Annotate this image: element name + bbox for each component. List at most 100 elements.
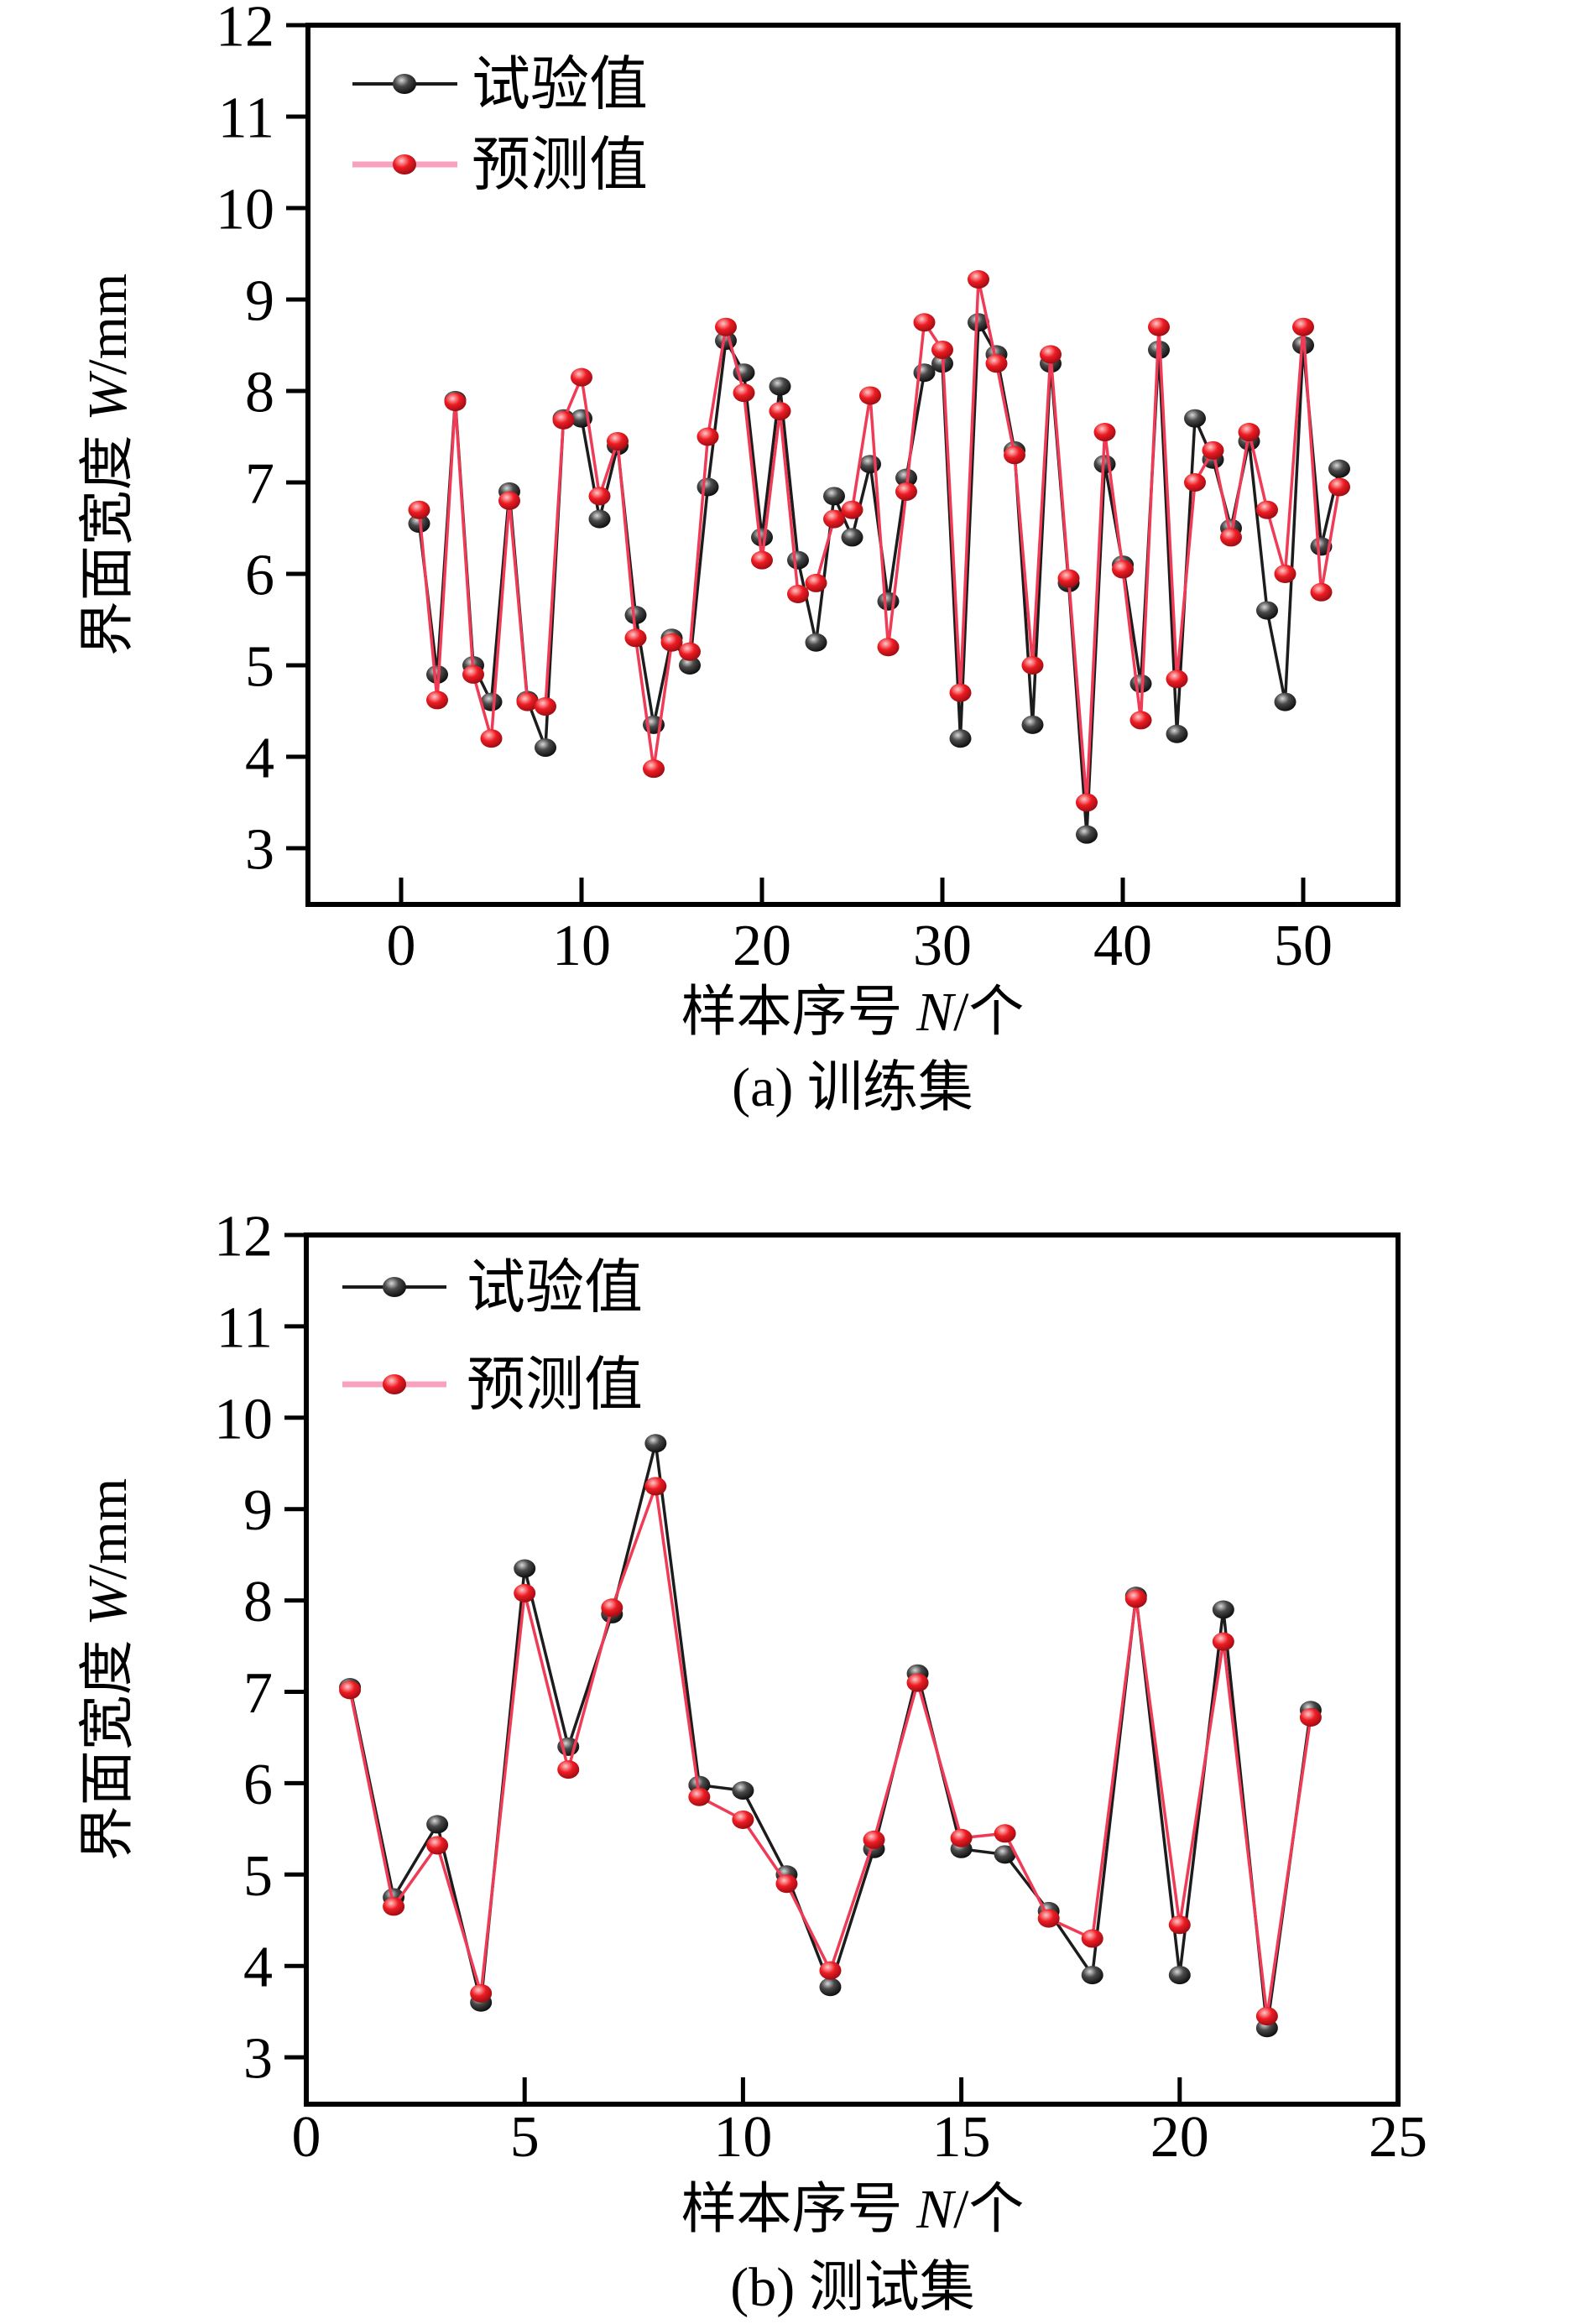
x-tick-label: 30	[913, 914, 972, 978]
x-tick-label: 50	[1274, 914, 1333, 978]
predicted-data-point-marker	[696, 427, 719, 446]
predicted-data-point-marker	[823, 509, 845, 529]
experimental-data-point-marker	[426, 664, 448, 684]
predicted-data-point-marker	[1184, 473, 1206, 492]
experimental-data-point-marker	[968, 313, 989, 332]
predicted-data-point-marker	[1299, 1707, 1322, 1727]
predicted-data-point-marker	[426, 1836, 449, 1855]
predicted-data-point-marker	[819, 1961, 842, 1980]
y-tick-label: 3	[245, 818, 274, 883]
predicted-data-point-marker	[1202, 440, 1224, 460]
predicted-series-line	[417, 279, 1341, 803]
predicted-data-point-marker	[859, 386, 881, 405]
y-tick-label: 5	[243, 1844, 273, 1909]
train-legend-label-predicted: 预测值	[472, 133, 648, 198]
experimental-data-point-marker	[1328, 459, 1350, 478]
predicted-data-point-marker	[1148, 317, 1170, 336]
predicted-data-point-marker	[624, 628, 647, 648]
predicted-data-point-marker	[1112, 560, 1134, 579]
predicted-data-point-marker	[1168, 1915, 1191, 1935]
y-tick-label: 7	[243, 1661, 273, 1726]
predicted-data-point-marker	[877, 638, 900, 657]
predicted-data-point-marker	[913, 313, 936, 332]
predicted-legend-marker	[393, 154, 416, 175]
predicted-data-point-marker	[863, 1830, 885, 1849]
train-x-axis-label: 样本序号 N/个	[681, 982, 1025, 1043]
experimental-data-point-marker	[819, 1977, 842, 1997]
y-tick-label: 3	[243, 2027, 273, 2092]
experimental-data-point-marker	[1212, 1600, 1234, 1619]
y-tick-label: 12	[216, 0, 274, 60]
predicted-data-point-marker	[732, 1810, 754, 1829]
test-plot-border	[304, 1232, 1401, 2107]
experimental-data-point-marker	[859, 455, 881, 474]
test-x-axis-label: 样本序号 N/个	[681, 2179, 1025, 2240]
predicted-data-point-marker	[1130, 711, 1152, 730]
predicted-data-point-marker	[787, 584, 809, 603]
predicted-series-line	[348, 1485, 1312, 2017]
experimental-data-point-marker	[769, 377, 791, 396]
predicted-data-point-marker	[1124, 1589, 1147, 1608]
experimental-data-point-marker	[1081, 1966, 1103, 1985]
experimental-data-point-marker	[624, 606, 647, 625]
predicted-data-point-marker	[968, 270, 989, 289]
predicted-data-point-marker	[643, 759, 665, 779]
predicted-data-point-marker	[1328, 477, 1350, 497]
test-plot-area: 12 11 10 9 8 7 6 5 4 30 5 10 15 20 25	[214, 1205, 1427, 2170]
experimental-legend-marker	[383, 1277, 406, 1297]
predicted-data-point-marker	[462, 664, 484, 684]
experimental-data-point-marker	[535, 738, 556, 758]
predicted-data-point-marker	[480, 729, 503, 748]
predicted-data-point-marker	[444, 393, 467, 412]
predicted-data-point-marker	[339, 1680, 362, 1700]
train-legend-label-experimental: 试验值	[472, 53, 648, 117]
predicted-data-point-marker	[994, 1824, 1016, 1843]
train-legend	[352, 74, 457, 175]
x-tick-label: 10	[552, 914, 611, 978]
test-caption: (b) 测试集	[730, 2257, 974, 2318]
x-tick-label: 40	[1093, 914, 1152, 978]
predicted-data-point-marker	[1076, 793, 1098, 812]
predicted-data-point-marker	[805, 573, 827, 592]
train-chart-panel: 12 11 10 9 8 7 6 5 4 3 0 10 20 30 40 50 试验值 预测值 界面宽度 W/…	[77, 0, 1401, 1118]
test-chart-canvas: 12 11 10 9 8 7 6 5 4 30 5 10 15 20 25 试验值 预测值 界面宽度 W/m…	[77, 1205, 1427, 2319]
train-caption: (a) 训练集	[732, 1057, 973, 1118]
x-tick-label: 20	[1150, 2105, 1209, 2170]
experimental-legend-marker	[393, 74, 416, 94]
experimental-data-point-marker	[751, 528, 773, 547]
test-legend-label-predicted: 预测值	[467, 1353, 643, 1418]
y-tick-label: 12	[214, 1205, 273, 1269]
predicted-data-point-marker	[535, 697, 556, 716]
y-tick-label: 6	[243, 1753, 273, 1817]
predicted-data-point-marker	[895, 482, 917, 501]
experimental-data-point-marker	[841, 528, 863, 547]
predicted-data-point-marker	[1037, 1909, 1060, 1928]
predicted-data-point-marker	[1093, 423, 1116, 442]
y-tick-label: 10	[216, 178, 274, 242]
experimental-data-point-marker	[514, 1559, 536, 1578]
y-tick-label: 4	[243, 1936, 273, 2000]
train-y-axis-label: 界面宽度 W/mm	[77, 274, 138, 657]
predicted-data-point-marker	[769, 401, 791, 420]
train-plot-border	[305, 23, 1401, 907]
experimental-data-point-marker	[1166, 724, 1188, 743]
x-tick-label: 0	[387, 914, 416, 978]
y-tick-label: 6	[245, 544, 274, 608]
predicted-data-point-marker	[426, 690, 448, 710]
predicted-data-point-marker	[516, 692, 539, 711]
experimental-series-line	[348, 1442, 1312, 2029]
y-tick-label: 11	[218, 86, 274, 151]
predicted-data-point-marker	[588, 487, 611, 506]
y-tick-label: 4	[245, 727, 274, 791]
predicted-data-point-marker	[1040, 345, 1062, 364]
experimental-data-point-marker	[823, 487, 845, 506]
predicted-data-point-marker	[552, 410, 575, 430]
x-tick-label: 25	[1369, 2105, 1427, 2170]
experimental-data-point-marker	[696, 477, 719, 497]
predicted-data-point-marker	[931, 340, 953, 359]
x-tick-label: 15	[932, 2105, 991, 2170]
predicted-data-point-marker	[985, 354, 1008, 373]
predicted-data-point-marker	[571, 367, 592, 387]
experimental-data-point-marker	[644, 1434, 667, 1453]
